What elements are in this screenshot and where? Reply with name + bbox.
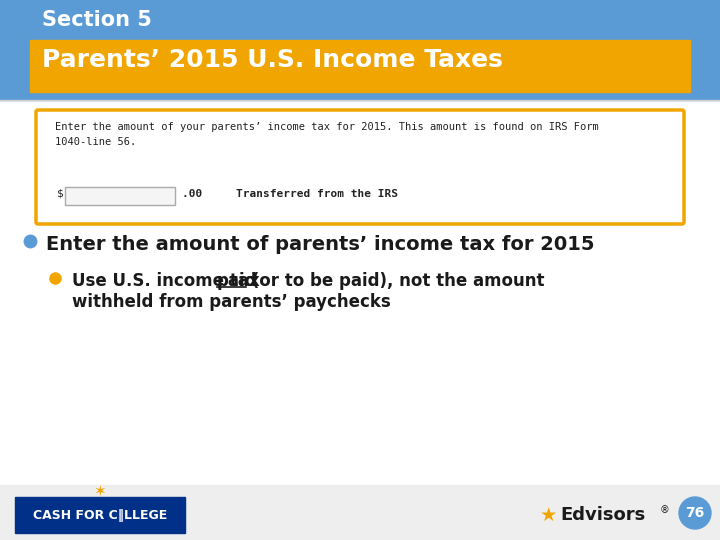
Text: paid: paid: [217, 272, 258, 290]
Text: ✶: ✶: [94, 483, 107, 498]
FancyBboxPatch shape: [36, 110, 684, 224]
Text: Section 5: Section 5: [42, 10, 152, 30]
Text: ★: ★: [539, 505, 557, 524]
Text: 1040-line 56.: 1040-line 56.: [55, 137, 136, 147]
Circle shape: [679, 497, 711, 529]
Text: .00     Transferred from the IRS: .00 Transferred from the IRS: [182, 189, 398, 199]
Text: ®: ®: [660, 505, 670, 515]
Bar: [0, 485, 720, 540]
Bar: [65, 187, 175, 205]
Bar: [0, 0, 720, 100]
Bar: [30, 40, 690, 92]
Text: $: $: [57, 189, 64, 199]
Text: (or to be paid), not the amount: (or to be paid), not the amount: [246, 272, 544, 290]
Text: Edvisors: Edvisors: [560, 506, 645, 524]
Text: Use U.S. income tax: Use U.S. income tax: [72, 272, 266, 290]
Text: withheld from parents’ paychecks: withheld from parents’ paychecks: [72, 293, 391, 311]
Text: Enter the amount of parents’ income tax for 2015: Enter the amount of parents’ income tax …: [46, 235, 595, 254]
Text: 76: 76: [685, 506, 705, 520]
Text: CASH FOR C‖LLEGE: CASH FOR C‖LLEGE: [33, 509, 167, 522]
Bar: [15, 497, 185, 533]
Text: Parents’ 2015 U.S. Income Taxes: Parents’ 2015 U.S. Income Taxes: [42, 48, 503, 72]
Text: Enter the amount of your parents’ income tax for 2015. This amount is found on I: Enter the amount of your parents’ income…: [55, 122, 599, 132]
